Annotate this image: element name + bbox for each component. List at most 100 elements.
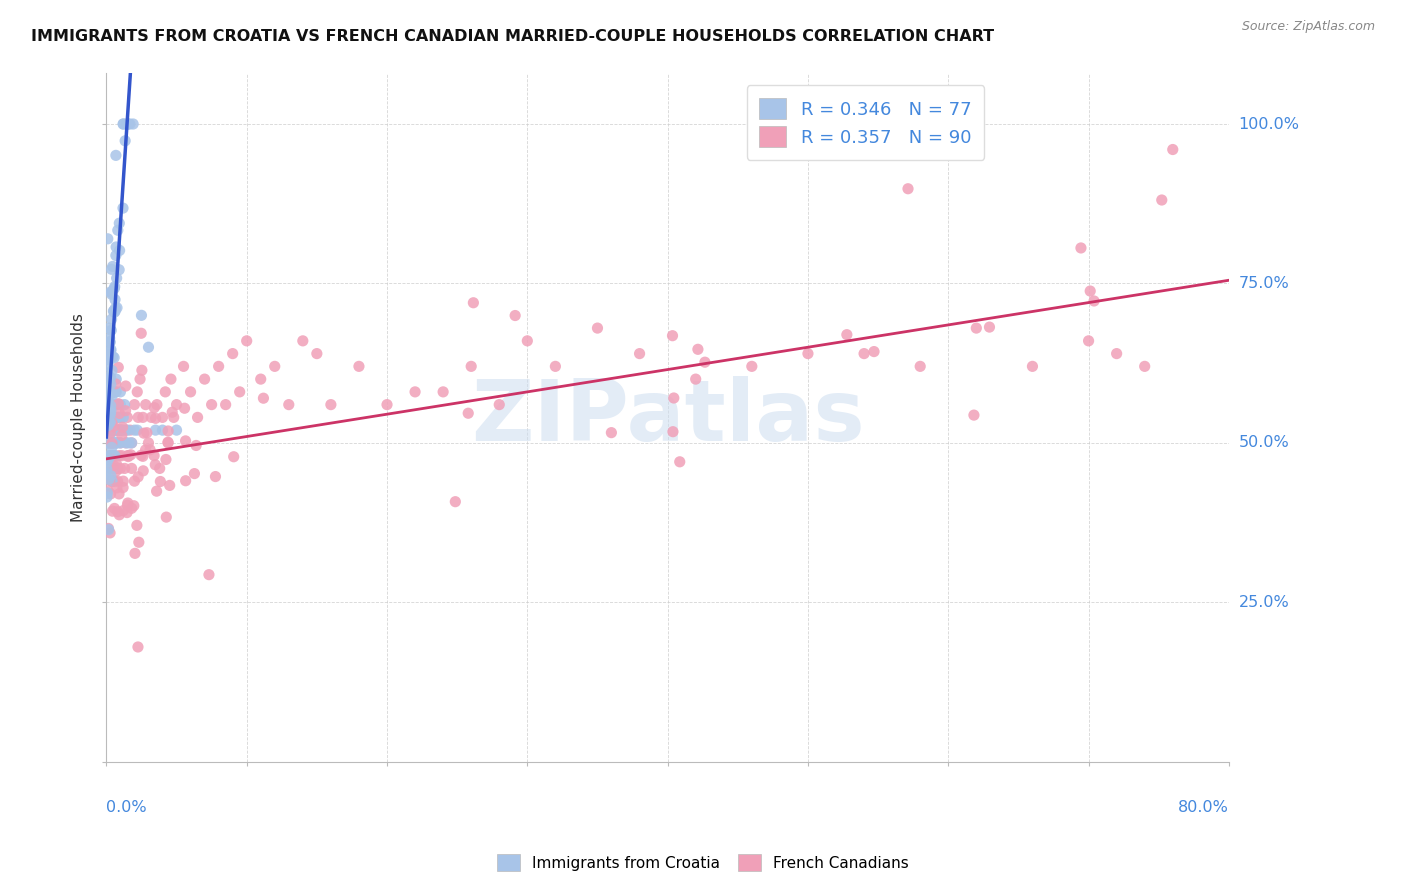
Point: [98, 369, 121, 384]
Point: [100, 323, 122, 337]
Point: [979, 320, 1001, 334]
Point: [110, 423, 132, 437]
Point: [107, 461, 129, 475]
Point: [105, 301, 128, 315]
Point: [121, 461, 143, 475]
Point: [108, 410, 131, 425]
Point: [98, 436, 121, 450]
Point: [207, 359, 229, 374]
Point: [98, 461, 121, 475]
Point: [121, 436, 143, 450]
Point: [404, 384, 426, 399]
Point: [96, 417, 118, 431]
Point: [586, 321, 609, 335]
Point: [143, 449, 166, 463]
Point: [160, 372, 183, 386]
Point: [124, 423, 146, 437]
Point: [98, 525, 121, 540]
Point: [797, 346, 820, 360]
Point: [110, 461, 132, 475]
Point: [100, 468, 122, 483]
Point: [114, 379, 136, 393]
Point: [277, 398, 299, 412]
Point: [105, 464, 128, 478]
Point: [122, 499, 145, 513]
Point: [149, 461, 172, 475]
Point: [132, 426, 155, 441]
Point: [100, 399, 122, 413]
Point: [128, 535, 150, 549]
Point: [117, 423, 139, 437]
Point: [103, 410, 125, 425]
Point: [111, 423, 134, 437]
Point: [198, 567, 221, 582]
Point: [516, 334, 538, 348]
Point: [118, 436, 141, 450]
Point: [96, 393, 118, 408]
Point: [105, 271, 128, 285]
Point: [319, 398, 342, 412]
Point: [1078, 284, 1101, 298]
Point: [105, 398, 128, 412]
Point: [97, 398, 120, 412]
Point: [686, 343, 709, 357]
Point: [112, 474, 135, 488]
Point: [98, 472, 121, 486]
Point: [1077, 334, 1099, 348]
Point: [145, 411, 167, 425]
Point: [897, 182, 920, 196]
Point: [115, 506, 138, 520]
Point: [122, 117, 145, 131]
Point: [96, 414, 118, 428]
Point: [135, 442, 157, 457]
Point: [132, 410, 155, 425]
Point: [103, 351, 125, 365]
Point: [103, 419, 125, 434]
Point: [114, 398, 136, 412]
Point: [143, 401, 166, 415]
Point: [98, 423, 121, 437]
Point: [101, 388, 124, 402]
Point: [97, 384, 120, 399]
Point: [98, 429, 121, 443]
Point: [98, 398, 121, 412]
Point: [98, 451, 121, 466]
Point: [104, 449, 127, 463]
Point: [135, 425, 157, 440]
Point: [1133, 359, 1156, 374]
Text: 80.0%: 80.0%: [1178, 799, 1229, 814]
Point: [100, 285, 122, 300]
Point: [105, 436, 128, 450]
Point: [103, 304, 125, 318]
Point: [121, 436, 143, 450]
Point: [103, 461, 125, 475]
Point: [108, 423, 131, 437]
Point: [963, 408, 986, 422]
Point: [101, 474, 124, 488]
Point: [100, 417, 122, 431]
Point: [187, 410, 209, 425]
Point: [741, 359, 763, 374]
Point: [375, 398, 398, 412]
Point: [97, 359, 120, 374]
Point: [157, 424, 180, 438]
Point: [96, 486, 118, 500]
Point: [100, 287, 122, 301]
Point: [488, 398, 510, 412]
Point: [104, 398, 127, 412]
Legend: Immigrants from Croatia, French Canadians: Immigrants from Croatia, French Canadian…: [491, 848, 915, 877]
Point: [100, 312, 122, 326]
Point: [104, 279, 127, 293]
Point: [97, 416, 120, 430]
Point: [100, 461, 122, 475]
Point: [1105, 346, 1128, 360]
Point: [97, 436, 120, 450]
Point: [103, 423, 125, 437]
Point: [114, 403, 136, 417]
Point: [110, 423, 132, 437]
Point: [98, 386, 121, 401]
Point: [100, 377, 122, 392]
Point: [156, 435, 179, 450]
Point: [111, 428, 134, 442]
Point: [101, 398, 124, 412]
